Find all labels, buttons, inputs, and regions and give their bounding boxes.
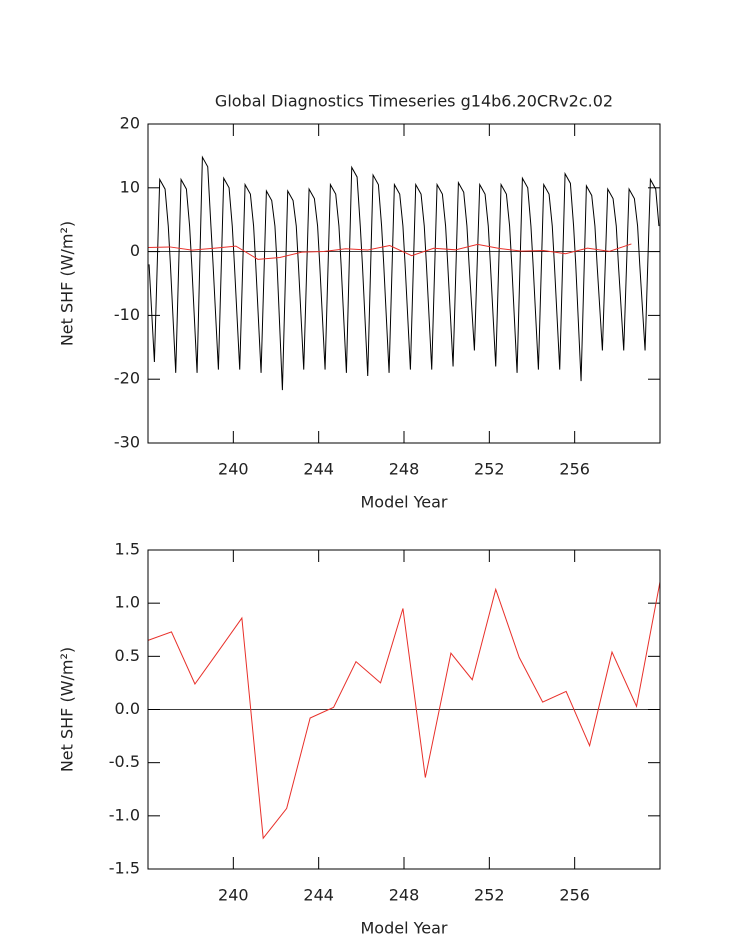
y-tick-label: -30: [114, 433, 140, 452]
x-tick-label: 244: [303, 886, 334, 905]
y-tick-label: 0.0: [115, 699, 140, 718]
y-tick-label: -1.0: [109, 805, 140, 824]
y-tick-label: 0.5: [115, 646, 140, 665]
y-tick-label: -10: [114, 305, 140, 324]
y-tick-label: -0.5: [109, 752, 140, 771]
x-tick-label: 252: [474, 886, 505, 905]
series-line: [148, 155, 660, 391]
x-tick-label: 244: [303, 460, 334, 479]
x-tick-label: 248: [389, 886, 420, 905]
y-tick-label: 20: [120, 114, 140, 133]
x-tick-label: 252: [474, 460, 505, 479]
series-line: [147, 581, 661, 840]
y-tick-label: -20: [114, 369, 140, 388]
plot-frame: [147, 123, 661, 444]
x-tick-label: 256: [559, 886, 590, 905]
series-line: [147, 243, 632, 260]
y-tick-label: -1.5: [109, 859, 140, 878]
x-axis-label: Model Year: [361, 493, 448, 512]
y-axis-label: Net SHF (W/m²): [58, 647, 77, 772]
plot-frame: [147, 549, 661, 870]
x-axis-label: Model Year: [361, 919, 448, 938]
y-tick-label: 10: [120, 177, 140, 196]
y-axis-label: Net SHF (W/m²): [58, 221, 77, 346]
x-tick-label: 240: [218, 460, 249, 479]
x-tick-label: 248: [389, 460, 420, 479]
x-tick-label: 240: [218, 886, 249, 905]
y-tick-label: 0: [130, 241, 140, 260]
y-tick-label: 1.5: [115, 540, 140, 559]
chart-title: Global Diagnostics Timeseries g14b6.20CR…: [215, 92, 613, 111]
y-tick-label: 1.0: [115, 593, 140, 612]
x-tick-label: 256: [559, 460, 590, 479]
